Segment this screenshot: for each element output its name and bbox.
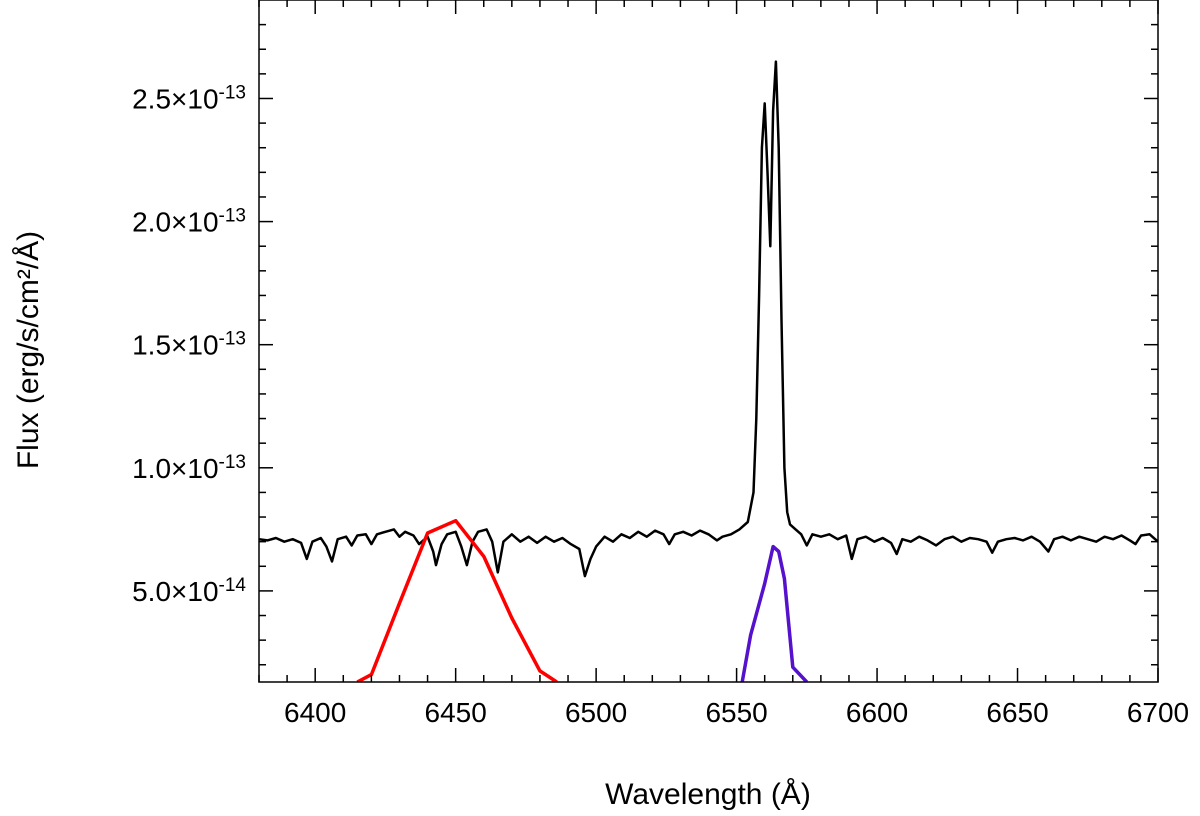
x-axis-title: Wavelength (Å) — [605, 778, 811, 811]
y-tick-label: 1.5×10-13 — [132, 328, 246, 361]
x-tick-label: 6500 — [565, 697, 627, 728]
ticks-layer — [258, 0, 1159, 682]
series-line-0 — [259, 60, 1158, 578]
plot-frame — [258, 0, 1159, 683]
x-tick-label: 6450 — [425, 697, 487, 728]
y-tick-label: 2.0×10-13 — [132, 205, 246, 238]
x-tick-label: 6600 — [846, 697, 908, 728]
x-tick-labels: 6400 6450 6500 6550 6600 6650 6700 — [284, 697, 1189, 728]
series-line-2 — [740, 544, 809, 682]
y-tick-label: 5.0×10-14 — [132, 574, 246, 607]
y-tick-labels: 5.0×10-14 1.0×10-13 1.5×10-13 2.0×10-13 2.5×… — [132, 82, 246, 607]
y-tick-label: 1.0×10-13 — [132, 451, 246, 484]
x-tick-label: 6400 — [284, 697, 346, 728]
y-tick-label: 2.5×10-13 — [132, 82, 246, 115]
x-tick-label: 6650 — [986, 697, 1048, 728]
y-axis-title: Flux (erg/s/cm²/Å) — [12, 231, 45, 469]
series-layer — [259, 60, 1158, 682]
series-line-1 — [356, 518, 558, 682]
x-tick-label: 6550 — [705, 697, 767, 728]
x-tick-label: 6700 — [1127, 697, 1189, 728]
